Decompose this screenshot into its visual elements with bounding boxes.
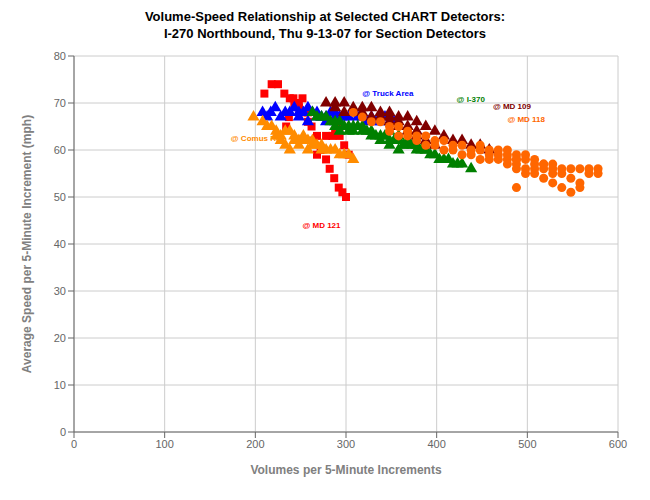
- svg-text:60: 60: [54, 144, 66, 156]
- svg-text:80: 80: [54, 50, 66, 62]
- svg-text:@ MD 118: @ MD 118: [507, 115, 545, 124]
- svg-text:400: 400: [427, 438, 445, 450]
- svg-text:30: 30: [54, 285, 66, 297]
- svg-text:600: 600: [609, 438, 627, 450]
- svg-text:70: 70: [54, 97, 66, 109]
- svg-text:@ MD 109: @ MD 109: [493, 102, 532, 111]
- svg-text:Volumes per 5-Minute Increment: Volumes per 5-Minute Increments: [250, 463, 441, 477]
- html-text:Volume-Speed Relationship at S: Volume-Speed Relationship at Selected CH…: [144, 9, 506, 24]
- svg-text:40: 40: [54, 238, 66, 250]
- svg-text:200: 200: [246, 438, 264, 450]
- svg-text:300: 300: [337, 438, 355, 450]
- svg-text:100: 100: [155, 438, 173, 450]
- svg-text:0: 0: [60, 426, 66, 438]
- svg-text:@ Truck Area: @ Truck Area: [362, 89, 414, 98]
- svg-text:@ I-370: @ I-370: [457, 95, 486, 104]
- svg-text:@ MD 121: @ MD 121: [302, 221, 341, 230]
- svg-text:20: 20: [54, 332, 66, 344]
- svg-text:50: 50: [54, 191, 66, 203]
- svg-text:Average Speed per 5-Minute Inc: Average Speed per 5-Minute Increment (mp…: [20, 115, 34, 373]
- svg-text:0: 0: [71, 438, 77, 450]
- svg-text:@ Comus Rd: @ Comus Rd: [231, 134, 281, 143]
- svg-text:500: 500: [518, 438, 536, 450]
- html-text:I-270 Northbound, Thu 9-13-07: I-270 Northbound, Thu 9-13-07 for Sectio…: [163, 26, 487, 41]
- svg-text:10: 10: [54, 379, 66, 391]
